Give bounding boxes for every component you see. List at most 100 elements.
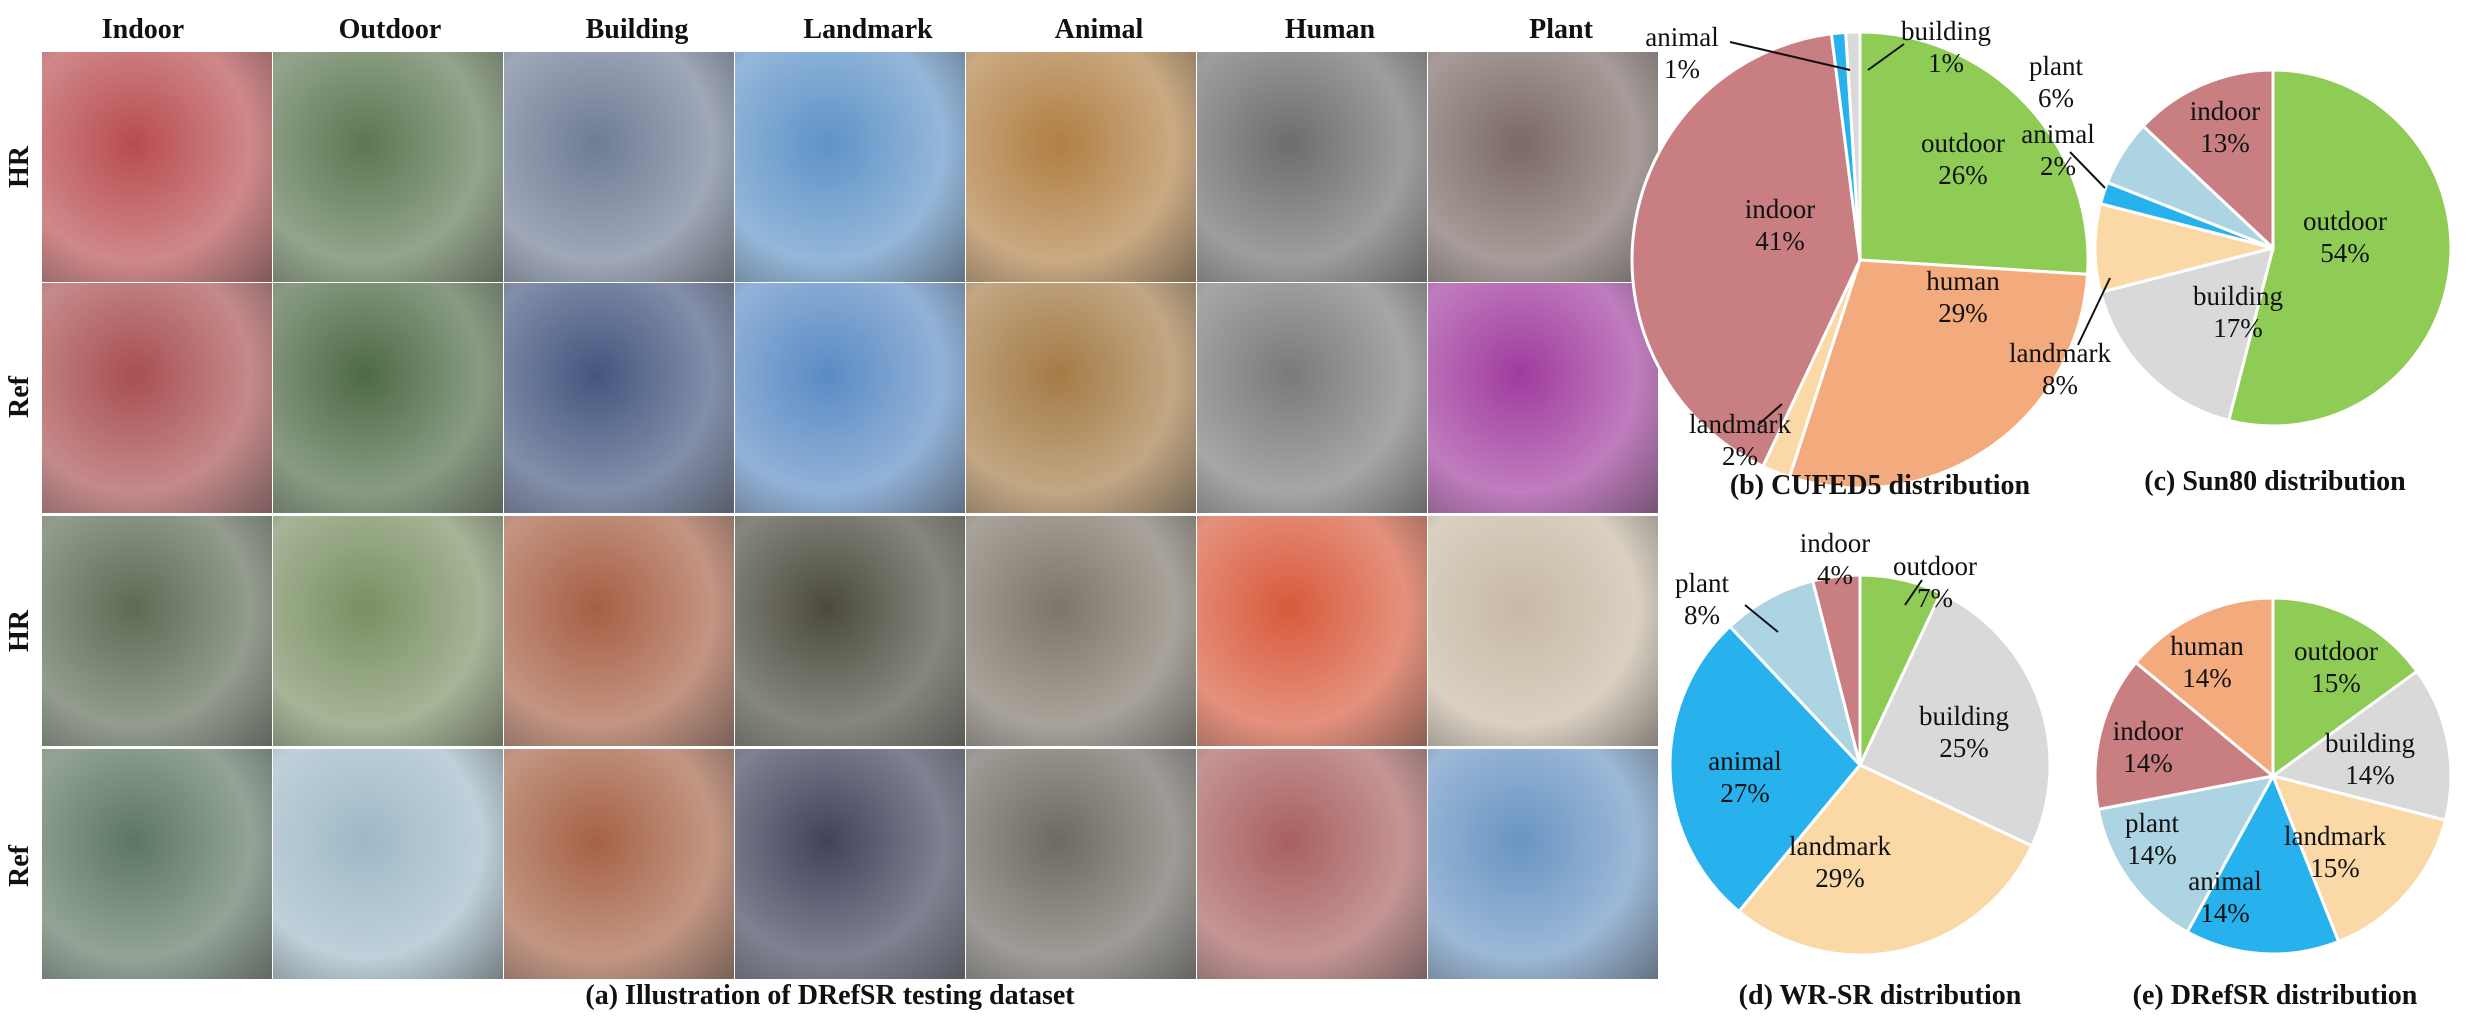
pie-slice-outdoor bbox=[1858, 30, 2090, 276]
slice-label-plant: plant bbox=[2125, 808, 2179, 838]
leader-line-outdoor bbox=[1904, 579, 1923, 606]
slice-label-indoor: indoor bbox=[2190, 96, 2261, 126]
pie-slice-animal bbox=[1668, 624, 1862, 914]
slice-value-outdoor: 54% bbox=[2320, 238, 2370, 268]
slice-label-outdoor: outdoor bbox=[1921, 128, 2005, 158]
slice-label-plant: plant bbox=[1675, 568, 1729, 598]
leader-line-animal bbox=[1729, 41, 1851, 71]
leader-line-landmark bbox=[1757, 403, 1783, 426]
thumbnail-plant bbox=[1428, 52, 1658, 282]
slice-value-outdoor: 7% bbox=[1917, 583, 1953, 613]
thumbnail-landmark bbox=[735, 749, 965, 979]
thumbnail-animal bbox=[966, 749, 1196, 979]
caption-d: (d) WR-SR distribution bbox=[1738, 980, 2022, 1011]
thumbnail-indoor bbox=[42, 749, 272, 979]
leader-line-plant bbox=[1744, 604, 1779, 633]
slice-label-outdoor: outdoor bbox=[2294, 636, 2378, 666]
thumbnail-building bbox=[504, 516, 734, 746]
pie-slice-building bbox=[2098, 245, 2276, 423]
thumbnail-animal bbox=[966, 283, 1196, 513]
slice-value-human: 29% bbox=[1938, 298, 1988, 328]
slice-value-landmark: 15% bbox=[2310, 853, 2360, 883]
slice-value-animal: 2% bbox=[2040, 151, 2076, 181]
slice-label-plant: plant bbox=[2029, 51, 2083, 81]
thumbnail-plant bbox=[1428, 516, 1658, 746]
pie-slice-indoor bbox=[1630, 32, 1862, 469]
thumbnail-animal bbox=[966, 52, 1196, 282]
slice-label-outdoor: outdoor bbox=[2303, 206, 2387, 236]
pie-slice-indoor bbox=[1810, 573, 1862, 766]
thumbnail-plant bbox=[1428, 749, 1658, 979]
slice-label-human: human bbox=[2170, 631, 2244, 661]
caption-e: (e) DRefSR distribution bbox=[2132, 980, 2418, 1011]
thumbnail-building bbox=[504, 283, 734, 513]
slice-label-animal: animal bbox=[2188, 866, 2261, 896]
slice-value-building: 25% bbox=[1939, 733, 1989, 763]
slice-label-indoor: indoor bbox=[1745, 194, 1816, 224]
caption-c: (c) Sun80 distribution bbox=[2144, 466, 2406, 497]
column-header-human: Human bbox=[1284, 14, 1376, 45]
slice-label-building: building bbox=[2325, 728, 2415, 758]
slice-label-building: building bbox=[1919, 701, 2009, 731]
slice-label-landmark: landmark bbox=[1689, 409, 1791, 439]
pie-slice-building bbox=[1858, 591, 2052, 848]
thumbnail-human bbox=[1197, 749, 1427, 979]
slice-value-plant: 8% bbox=[1684, 600, 1720, 630]
pie-chart-drefsr: outdoor15%building14%landmark15%animal14… bbox=[2093, 596, 2453, 956]
slice-value-indoor: 14% bbox=[2123, 748, 2173, 778]
thumbnail-indoor bbox=[42, 52, 272, 282]
slice-value-landmark: 8% bbox=[2042, 370, 2078, 400]
slice-value-animal: 14% bbox=[2200, 898, 2250, 928]
slice-value-landmark: 2% bbox=[1722, 441, 1758, 471]
thumbnail-animal bbox=[966, 516, 1196, 746]
pie-slice-indoor bbox=[2093, 660, 2277, 812]
thumbnail-indoor bbox=[42, 283, 272, 513]
slice-label-animal: animal bbox=[1645, 22, 1718, 52]
slice-label-outdoor: outdoor bbox=[1893, 551, 1977, 581]
pie-slice-landmark bbox=[1736, 763, 2034, 957]
slice-value-animal: 27% bbox=[1720, 778, 1770, 808]
column-header-animal: Animal bbox=[1054, 14, 1144, 45]
thumbnail-indoor bbox=[42, 516, 272, 746]
leader-line-landmark bbox=[2077, 277, 2111, 346]
slice-label-landmark: landmark bbox=[1789, 831, 1891, 861]
pie-slice-landmark bbox=[2270, 773, 2448, 944]
thumbnail-human bbox=[1197, 516, 1427, 746]
pie-slice-outdoor bbox=[2271, 596, 2420, 779]
slice-value-building: 1% bbox=[1928, 48, 1964, 78]
slice-label-human: human bbox=[1926, 266, 2000, 296]
pie-slice-building bbox=[1844, 30, 1862, 261]
thumbnail-plant bbox=[1428, 283, 1658, 513]
thumbnail-building bbox=[504, 52, 734, 282]
pie-slice-plant bbox=[1727, 579, 1862, 767]
slice-label-indoor: indoor bbox=[1800, 528, 1871, 558]
thumbnail-outdoor bbox=[273, 749, 503, 979]
slice-label-animal: animal bbox=[1708, 746, 1781, 776]
slice-value-indoor: 41% bbox=[1755, 226, 1805, 256]
slice-value-building: 14% bbox=[2345, 760, 2395, 790]
slice-value-plant: 6% bbox=[2038, 83, 2074, 113]
slice-value-animal: 1% bbox=[1664, 54, 1700, 84]
pie-slice-animal bbox=[2185, 772, 2341, 956]
slice-value-outdoor: 26% bbox=[1938, 160, 1988, 190]
thumbnail-outdoor bbox=[273, 283, 503, 513]
leader-line-animal bbox=[2069, 151, 2106, 189]
slice-label-landmark: landmark bbox=[2009, 338, 2111, 368]
column-header-landmark: Landmark bbox=[803, 14, 933, 45]
pie-slice-landmark bbox=[2093, 201, 2274, 295]
thumbnail-building bbox=[504, 749, 734, 979]
pie-slice-human bbox=[1787, 258, 2090, 490]
column-header-outdoor: Outdoor bbox=[338, 14, 442, 45]
pie-slice-outdoor bbox=[2226, 68, 2453, 428]
leader-line-building bbox=[1867, 43, 1905, 71]
thumbnail-human bbox=[1197, 283, 1427, 513]
slice-value-human: 14% bbox=[2182, 663, 2232, 693]
slice-value-landmark: 29% bbox=[1815, 863, 1865, 893]
slice-label-building: building bbox=[1901, 16, 1991, 46]
slice-label-indoor: indoor bbox=[2113, 716, 2184, 746]
pie-slice-indoor bbox=[2141, 68, 2275, 252]
caption-a: (a) Illustration of DRefSR testing datas… bbox=[585, 980, 1075, 1011]
